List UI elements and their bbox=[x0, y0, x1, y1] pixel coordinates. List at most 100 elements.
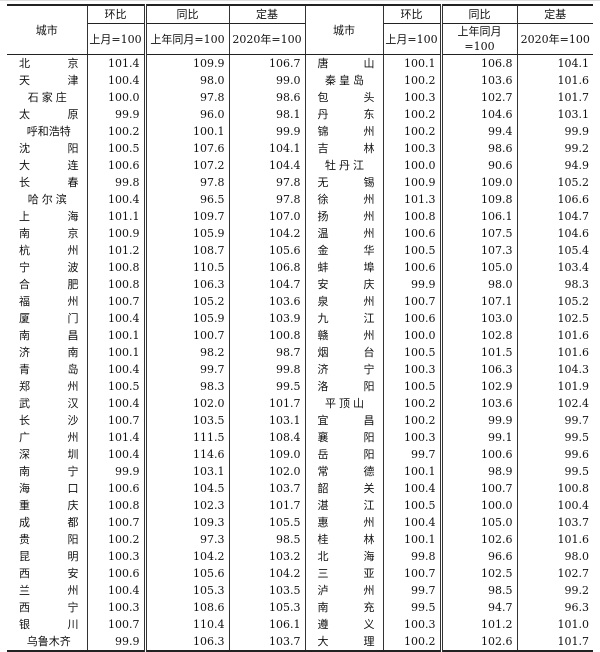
city-name: 西安 bbox=[7, 565, 87, 582]
city-label: 三亚 bbox=[317, 567, 375, 580]
table-row: 大连 100.6 107.2 104.4 牡丹江 100.0 90.6 94.9 bbox=[7, 157, 593, 174]
yoy-value: 109.3 bbox=[143, 514, 229, 531]
mom-value: 100.2 bbox=[382, 72, 441, 89]
table-row: 武汉 100.4 102.0 101.7 平顶山 100.2 103.6 102.4 bbox=[7, 395, 593, 412]
yoy-value: 104.6 bbox=[439, 106, 517, 123]
table-row: 广州 101.4 111.5 108.4 襄阳 100.3 99.1 99.5 bbox=[7, 429, 593, 446]
base-value: 109.0 bbox=[228, 446, 305, 463]
city-name: 宜昌 bbox=[304, 412, 383, 429]
mom-value: 101.2 bbox=[86, 242, 145, 259]
base-value: 103.2 bbox=[228, 548, 305, 565]
yoy-value: 101.5 bbox=[439, 344, 517, 361]
yoy-value: 98.9 bbox=[439, 463, 517, 480]
mom-value: 100.6 bbox=[86, 157, 145, 174]
city-label: 安庆 bbox=[317, 278, 375, 291]
yoy-value: 97.3 bbox=[143, 531, 229, 548]
base-value: 105.4 bbox=[516, 242, 593, 259]
header-base-sub: 2020年=100 bbox=[228, 23, 305, 55]
base-value: 102.0 bbox=[228, 463, 305, 480]
header-yoy: 同比 bbox=[439, 4, 517, 24]
base-value: 101.9 bbox=[516, 378, 593, 395]
base-value: 101.6 bbox=[516, 327, 593, 344]
base-value: 101.7 bbox=[516, 633, 593, 652]
table-row: 成都 100.7 109.3 105.5 惠州 100.4 105.0 103.7 bbox=[7, 514, 593, 531]
mom-value: 99.9 bbox=[86, 463, 145, 480]
city-name: 青岛 bbox=[7, 361, 87, 378]
mom-value: 100.2 bbox=[86, 123, 145, 140]
yoy-value: 103.5 bbox=[143, 412, 229, 429]
base-value: 106.8 bbox=[228, 259, 305, 276]
base-value: 99.9 bbox=[228, 123, 305, 140]
yoy-value: 101.2 bbox=[439, 616, 517, 633]
city-name: 兰州 bbox=[7, 582, 87, 599]
city-name: 南充 bbox=[304, 599, 383, 616]
city-name: 西宁 bbox=[7, 599, 87, 616]
yoy-value: 111.5 bbox=[143, 429, 229, 446]
city-label: 宁波 bbox=[19, 261, 79, 274]
header-mom: 环比 bbox=[86, 4, 145, 24]
mom-value: 100.0 bbox=[382, 327, 441, 344]
yoy-value: 100.6 bbox=[439, 446, 517, 463]
city-name: 岳阳 bbox=[304, 446, 383, 463]
base-value: 104.4 bbox=[228, 157, 305, 174]
yoy-value: 104.5 bbox=[143, 480, 229, 497]
base-value: 103.6 bbox=[228, 293, 305, 310]
city-label: 深圳 bbox=[19, 448, 79, 461]
city-name: 三亚 bbox=[304, 565, 383, 582]
yoy-value: 105.6 bbox=[143, 565, 229, 582]
yoy-value: 98.5 bbox=[439, 582, 517, 599]
city-label: 南昌 bbox=[19, 329, 79, 342]
table-row: 贵阳 100.2 97.3 98.5 桂林 100.1 102.6 101.6 bbox=[7, 531, 593, 548]
yoy-value: 105.2 bbox=[143, 293, 229, 310]
city-name: 呼和浩特 bbox=[7, 123, 87, 140]
header-base-sub: 2020年=100 bbox=[516, 23, 593, 55]
city-name: 贵阳 bbox=[7, 531, 87, 548]
base-value: 102.5 bbox=[516, 310, 593, 327]
base-value: 98.7 bbox=[228, 344, 305, 361]
city-name: 济南 bbox=[7, 344, 87, 361]
yoy-value: 102.3 bbox=[143, 497, 229, 514]
city-name: 石家庄 bbox=[7, 89, 87, 106]
base-value: 104.2 bbox=[228, 225, 305, 242]
yoy-value: 96.0 bbox=[143, 106, 229, 123]
base-value: 104.1 bbox=[516, 54, 593, 72]
mom-value: 101.3 bbox=[382, 191, 441, 208]
base-value: 107.0 bbox=[228, 208, 305, 225]
mom-value: 100.2 bbox=[382, 412, 441, 429]
mom-value: 100.3 bbox=[382, 616, 441, 633]
yoy-value: 107.6 bbox=[143, 140, 229, 157]
base-value: 96.3 bbox=[516, 599, 593, 616]
city-name: 宁波 bbox=[7, 259, 87, 276]
header-yoy-sub: 上年同月=100 bbox=[439, 23, 517, 55]
city-label: 南京 bbox=[19, 227, 79, 240]
mom-value: 99.5 bbox=[382, 599, 441, 616]
mom-value: 100.2 bbox=[86, 531, 145, 548]
mom-value: 100.3 bbox=[382, 89, 441, 106]
base-value: 97.8 bbox=[228, 174, 305, 191]
city-label: 温州 bbox=[317, 227, 375, 240]
base-value: 102.4 bbox=[516, 395, 593, 412]
mom-value: 100.5 bbox=[382, 378, 441, 395]
city-name: 泉州 bbox=[304, 293, 383, 310]
city-label: 天津 bbox=[19, 74, 79, 87]
table-row: 厦门 100.4 105.9 103.9 九江 100.6 103.0 102.5 bbox=[7, 310, 593, 327]
yoy-value: 108.7 bbox=[143, 242, 229, 259]
city-label: 贵阳 bbox=[19, 533, 79, 546]
yoy-value: 107.5 bbox=[439, 225, 517, 242]
city-label: 大连 bbox=[19, 159, 79, 172]
base-value: 101.6 bbox=[516, 531, 593, 548]
city-label: 烟台 bbox=[317, 346, 375, 359]
city-name: 泸州 bbox=[304, 582, 383, 599]
yoy-value: 114.6 bbox=[143, 446, 229, 463]
city-name: 长春 bbox=[7, 174, 87, 191]
price-index-table: 城市 环比 同比 定基 城市 环比 同比 定基 上月=100 上年同月=100 … bbox=[7, 4, 593, 652]
city-label: 银川 bbox=[19, 618, 79, 631]
city-name: 南昌 bbox=[7, 327, 87, 344]
table-row: 重庆 100.8 102.3 101.7 湛江 100.5 100.0 100.4 bbox=[7, 497, 593, 514]
city-name: 济宁 bbox=[304, 361, 383, 378]
city-name: 哈尔滨 bbox=[7, 191, 87, 208]
mom-value: 100.5 bbox=[382, 242, 441, 259]
city-label: 兰州 bbox=[19, 584, 79, 597]
mom-value: 100.6 bbox=[382, 310, 441, 327]
city-name: 徐州 bbox=[304, 191, 383, 208]
